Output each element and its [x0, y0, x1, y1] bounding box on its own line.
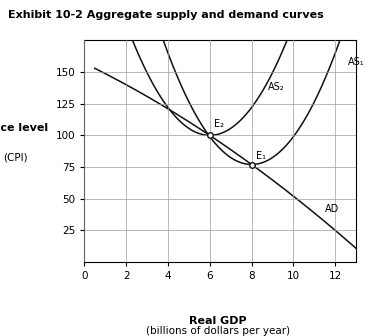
- Text: AD: AD: [325, 204, 339, 214]
- Text: AS₁: AS₁: [348, 57, 365, 67]
- Text: Price level: Price level: [0, 123, 48, 133]
- Text: (CPI): (CPI): [3, 153, 28, 163]
- Text: E₁: E₁: [256, 151, 266, 161]
- Text: AS₂: AS₂: [268, 82, 285, 92]
- Text: (billions of dollars per year): (billions of dollars per year): [146, 326, 290, 336]
- Text: Exhibit 10-2 Aggregate supply and demand curves: Exhibit 10-2 Aggregate supply and demand…: [8, 10, 323, 20]
- Text: E₂: E₂: [214, 119, 224, 129]
- Text: Real GDP: Real GDP: [190, 316, 247, 326]
